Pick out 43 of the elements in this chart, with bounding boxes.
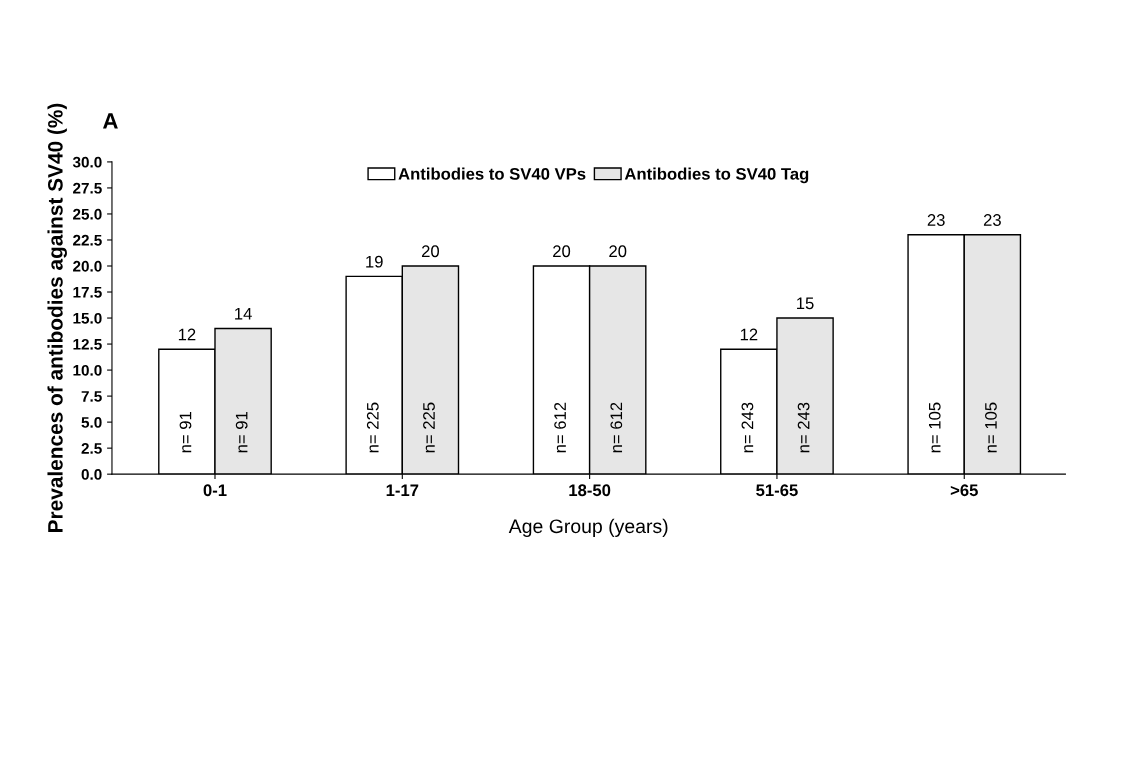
annotation: n= 105 <box>985 402 997 453</box>
y-axis-title: Prevalences of antibodies against SV40 (%) <box>47 103 67 532</box>
data-label: 12 <box>178 328 196 341</box>
annotation: n= 612 <box>610 402 623 453</box>
legend-label: Antibodies to SV40 Tag <box>624 167 809 184</box>
x-axis-title: Age Group (years) <box>508 518 668 537</box>
annotation: n= 612 <box>554 402 566 453</box>
y-tick-label: 27.5 <box>73 182 102 194</box>
annotation: n= 105 <box>928 402 941 453</box>
y-tick-label: 5.0 <box>81 416 102 428</box>
annotation: n= 243 <box>797 402 810 453</box>
data-label: 20 <box>421 245 440 258</box>
data-label: 23 <box>983 214 1001 226</box>
y-tick-label: 0.0 <box>81 469 102 480</box>
y-tick-label: 10.0 <box>73 364 102 376</box>
x-tick-label: 0-1 <box>203 484 227 497</box>
annotation: n= 225 <box>423 402 435 453</box>
annotation: n= 91 <box>235 411 248 453</box>
y-tick-label: 22.5 <box>73 234 102 246</box>
y-tick-label: 20.0 <box>73 260 102 272</box>
data-label: 19 <box>366 255 383 268</box>
x-tick-label: >65 <box>950 484 978 497</box>
y-tick-label: 15.0 <box>73 312 102 324</box>
data-label: 14 <box>235 307 252 320</box>
annotation: n= 225 <box>366 402 379 453</box>
annotation: n= 243 <box>741 402 754 453</box>
x-tick-label: 51-65 <box>756 484 798 497</box>
data-label: 20 <box>553 245 571 258</box>
data-label: 12 <box>740 328 758 341</box>
y-tick-label: 30.0 <box>72 156 102 168</box>
y-tick-label: 2.5 <box>81 443 102 454</box>
legend-label: Antibodies to SV40 VPs <box>398 167 586 180</box>
y-tick-label: 25.0 <box>73 208 102 220</box>
data-label: 20 <box>609 245 627 258</box>
y-tick-label: 12.5 <box>73 338 102 350</box>
chart-title: A <box>102 113 118 129</box>
x-tick-label: 1-17 <box>386 484 419 496</box>
data-label: 15 <box>797 297 814 310</box>
y-tick-label: 17.5 <box>73 287 102 298</box>
x-tick-label: 18-50 <box>569 484 611 497</box>
data-label: 23 <box>927 214 945 226</box>
annotation: n= 91 <box>179 411 192 453</box>
y-tick-label: 7.5 <box>81 391 102 402</box>
